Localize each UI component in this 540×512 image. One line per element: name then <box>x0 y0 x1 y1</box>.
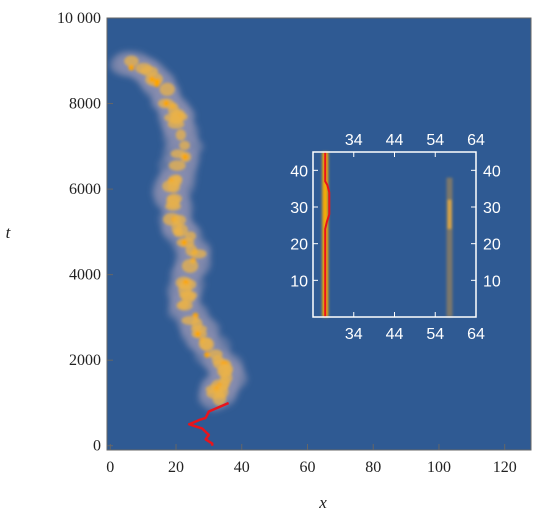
density-core <box>165 202 182 211</box>
y-tick-label: 0 <box>93 438 101 455</box>
density-core <box>200 337 215 352</box>
inset-y-tick-label-right: 10 <box>483 273 501 290</box>
density-core <box>167 119 185 129</box>
y-tick-label: 6000 <box>69 181 101 198</box>
density-peak <box>204 351 211 358</box>
density-core <box>179 140 190 151</box>
density-core <box>175 129 186 141</box>
density-core <box>173 227 184 238</box>
y-axis-ticks: 0 2000 4000 6000 8000 10 000 <box>57 10 113 455</box>
x-axis-ticks: 0 20 40 60 80 100 120 <box>106 444 517 476</box>
density-core <box>168 160 186 171</box>
inset-trajectory-line <box>324 152 331 317</box>
y-tick-label: 8000 <box>69 96 101 113</box>
y-tick-label: 4000 <box>69 267 101 284</box>
inset-x-tick-label-bottom: 34 <box>345 326 363 343</box>
density-peak <box>153 81 160 88</box>
y-axis-label: t <box>6 223 12 242</box>
inset-y-tick-label-left: 40 <box>290 163 308 180</box>
trajectory-line <box>187 401 230 446</box>
inset-y-tick-label-left: 30 <box>290 200 308 217</box>
density-peak <box>181 239 188 246</box>
inset-x-tick-label-bottom: 64 <box>467 326 485 343</box>
density-core <box>159 82 175 96</box>
inset-streak <box>446 177 453 317</box>
x-tick-label: 0 <box>106 459 114 476</box>
x-tick-label: 20 <box>168 459 184 476</box>
x-axis-label: x <box>318 493 327 512</box>
inset-x-tick-label-bottom: 44 <box>386 326 404 343</box>
inset-streak-core <box>447 199 452 229</box>
density-core <box>162 180 178 193</box>
inset-y-tick-label-right: 30 <box>483 200 501 217</box>
density-core <box>124 55 139 67</box>
density-cloud <box>108 50 248 412</box>
inset-y-tick-label-right: 20 <box>483 237 501 254</box>
density-core <box>176 300 193 311</box>
density-peak <box>163 100 170 107</box>
x-tick-label: 80 <box>365 459 381 476</box>
inset-trajectory <box>324 152 331 317</box>
inset-x-tick-label-top: 64 <box>467 132 485 149</box>
density-core <box>190 249 207 259</box>
inset-x-tick-label-top: 54 <box>426 132 444 149</box>
inset-y-tick-label-left: 10 <box>290 273 308 290</box>
density-peak <box>194 331 201 338</box>
density-core <box>181 258 199 273</box>
inset-x-tick-label-top: 44 <box>386 132 404 149</box>
x-tick-label: 100 <box>427 459 451 476</box>
trajectory-layer <box>187 401 230 446</box>
density-peak <box>182 153 189 160</box>
density-core <box>212 392 227 406</box>
inset-x-tick-label-top: 34 <box>345 132 363 149</box>
y-tick-label: 2000 <box>69 352 101 369</box>
x-tick-label: 60 <box>299 459 315 476</box>
inset-y-tick-label-right: 40 <box>483 163 501 180</box>
inset-plot: 34 34 44 44 54 54 64 64 10 10 20 20 30 30 40 40 <box>290 132 501 343</box>
inset-ticks: 34 34 44 44 54 54 64 64 10 10 20 20 30 30 40 40 <box>290 132 501 343</box>
y-tick-label: 10 000 <box>57 10 101 27</box>
inset-y-tick-label-left: 20 <box>290 237 308 254</box>
density-peak <box>149 76 156 83</box>
x-tick-label: 40 <box>234 459 250 476</box>
x-tick-label: 120 <box>493 459 517 476</box>
inset-x-tick-label-bottom: 54 <box>426 326 444 343</box>
density-peak <box>128 64 135 71</box>
main-plot-frame <box>106 17 532 451</box>
